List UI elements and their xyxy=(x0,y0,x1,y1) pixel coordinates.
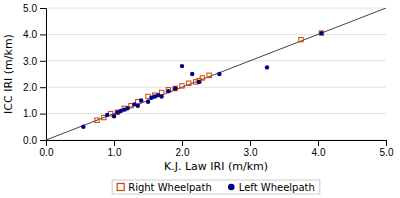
series xyxy=(81,31,323,129)
y-axis-tick-label: 0.0 xyxy=(23,135,37,146)
x-axis: 0.0 1.0 2.0 3.0 4.0 5.0 xyxy=(40,140,394,158)
point xyxy=(159,94,163,98)
grid-line xyxy=(46,34,386,35)
y-axis-tick-label: 2.0 xyxy=(23,82,37,93)
y-axis: 0.0 1.0 2.0 3.0 4.0 5.0 xyxy=(23,3,46,146)
x-axis-tick: 0.0 xyxy=(40,140,54,158)
x-axis-tick-label: 1.0 xyxy=(108,147,122,158)
legend-item: Right Wheelpath xyxy=(117,182,212,193)
x-axis-tick-mark xyxy=(114,140,115,146)
y-axis-tick: 5.0 xyxy=(23,3,46,14)
y-axis-tick-label: 1.0 xyxy=(23,108,37,119)
point xyxy=(139,98,143,102)
point xyxy=(173,86,177,90)
x-axis-tick-mark xyxy=(182,140,183,146)
point xyxy=(180,84,184,88)
y-axis-tick-mark xyxy=(40,140,46,141)
legend-swatch xyxy=(228,184,235,191)
grid-line xyxy=(46,113,386,114)
point xyxy=(180,64,184,68)
x-axis-tick-label: 4.0 xyxy=(312,147,326,158)
y-axis-title: ICC IRI (m/km) xyxy=(2,34,15,114)
y-axis-tick: 0.0 xyxy=(23,135,46,146)
x-axis-tick: 2.0 xyxy=(176,140,190,158)
point xyxy=(299,37,303,41)
grid-line xyxy=(46,8,386,9)
x-axis-tick-mark xyxy=(318,140,319,146)
point xyxy=(319,31,323,35)
point xyxy=(319,31,323,35)
point xyxy=(197,80,201,84)
point xyxy=(190,72,194,76)
legend-label: Left Wheelpath xyxy=(239,182,315,193)
y-axis-tick-label: 4.0 xyxy=(23,29,37,40)
legend-label: Right Wheelpath xyxy=(128,182,212,193)
x-axis-tick-label: 5.0 xyxy=(380,147,394,158)
x-axis-tick-label: 2.0 xyxy=(176,147,190,158)
point xyxy=(125,106,129,110)
chart: 0.0 1.0 2.0 3.0 4.0 5.0 0.0 1.0 2.0 3.0 4.0 5.0 K.J.… xyxy=(0,0,400,198)
point xyxy=(81,125,85,129)
x-axis-title: K.J. Law IRI (m/km) xyxy=(164,160,268,173)
legend-frame xyxy=(112,180,320,194)
point xyxy=(200,76,204,80)
y-axis-tick-mark xyxy=(40,34,46,35)
y-axis-tick: 3.0 xyxy=(23,56,46,67)
x-axis-tick-label: 0.0 xyxy=(40,147,54,158)
x-axis-tick-label: 3.0 xyxy=(244,147,258,158)
x-axis-tick-mark xyxy=(386,140,387,146)
x-axis-tick: 5.0 xyxy=(380,140,394,158)
point xyxy=(207,73,211,77)
point xyxy=(95,118,99,122)
point xyxy=(265,65,269,69)
y-axis-tick-mark xyxy=(40,87,46,88)
y-axis-tick: 1.0 xyxy=(23,108,46,119)
grid-line xyxy=(46,87,386,88)
y-axis-tick: 4.0 xyxy=(23,29,46,40)
y-axis-tick-label: 3.0 xyxy=(23,56,37,67)
grid xyxy=(46,8,386,140)
point xyxy=(166,89,170,93)
series xyxy=(95,31,324,123)
plot: 0.0 1.0 2.0 3.0 4.0 5.0 0.0 1.0 2.0 3.0 4.0 5.0 K.J.… xyxy=(2,3,394,173)
point xyxy=(136,103,140,107)
y-axis-tick-mark xyxy=(40,8,46,9)
y-axis-tick-mark xyxy=(40,114,46,115)
reference-line xyxy=(46,8,386,140)
point xyxy=(173,86,177,90)
point xyxy=(105,113,109,117)
legend-swatch xyxy=(117,184,124,191)
x-axis-tick: 4.0 xyxy=(312,140,326,158)
point xyxy=(217,72,221,76)
marks xyxy=(46,8,386,140)
y-axis-tick: 2.0 xyxy=(23,82,46,93)
grid-line xyxy=(46,60,386,61)
legend: Right Wheelpath Left Wheelpath xyxy=(112,180,320,194)
y-axis-tick-mark xyxy=(40,61,46,62)
legend-item: Left Wheelpath xyxy=(228,182,315,193)
y-axis-tick-label: 5.0 xyxy=(23,3,37,14)
x-axis-line xyxy=(47,141,387,147)
x-axis-tick: 1.0 xyxy=(108,140,122,158)
y-axis-line xyxy=(40,9,47,141)
point xyxy=(146,100,150,104)
x-axis-tick: 3.0 xyxy=(244,140,258,158)
point xyxy=(187,81,191,85)
point xyxy=(112,114,116,118)
x-axis-tick-mark xyxy=(250,140,251,146)
